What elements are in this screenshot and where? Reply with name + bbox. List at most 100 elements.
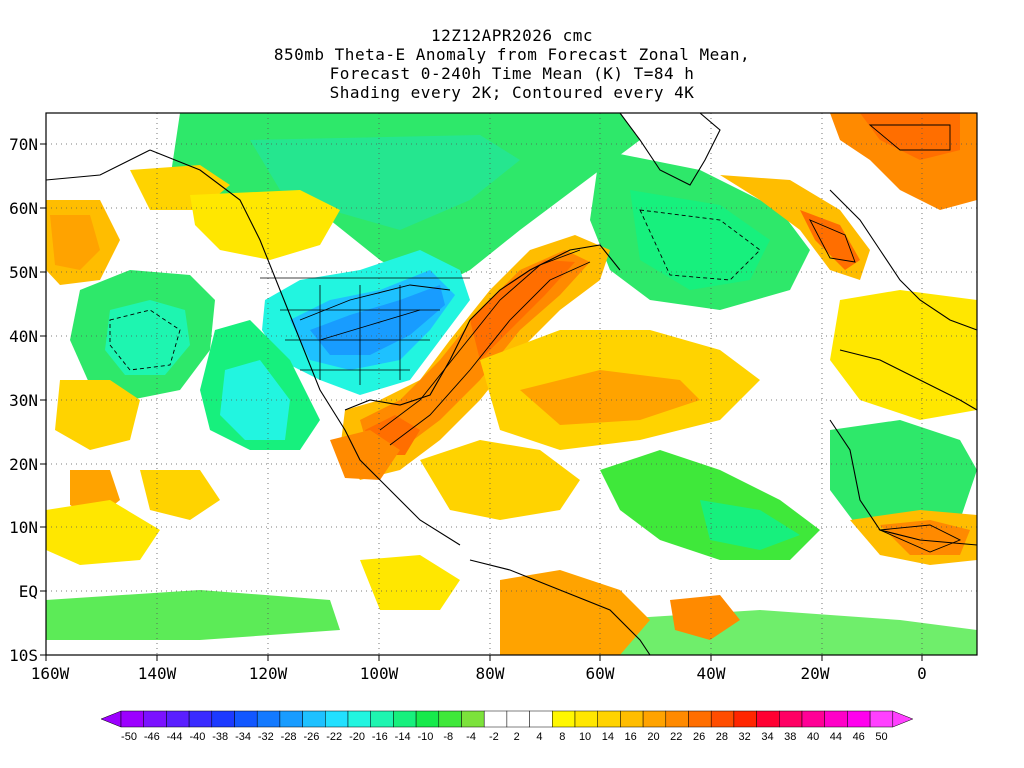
lat-label: 30N (9, 391, 38, 410)
lat-label: 40N (9, 327, 38, 346)
colorbar-swatch (574, 710, 598, 728)
longitude-labels: 160W 140W 120W 100W 80W 60W 40W 20W 0 (31, 664, 927, 683)
colorbar-swatch (620, 710, 644, 728)
lon-label: 120W (249, 664, 288, 683)
longitude-axis (45, 655, 923, 661)
state-boundaries (260, 277, 470, 385)
colorbar-label: 46 (853, 731, 865, 743)
colorbar-label: -8 (443, 731, 453, 743)
colorbar-swatch (166, 710, 190, 728)
colorbar-label: -40 (189, 731, 205, 743)
latitude-labels: 70N 60N 50N 40N 30N 20N 10N EQ 10S (9, 135, 38, 665)
contour-lines (109, 124, 962, 553)
lat-label: 60N (9, 199, 38, 218)
colorbar-swatch (756, 710, 780, 728)
colorbar-label: 16 (625, 731, 637, 743)
colorbar-swatch (824, 710, 848, 728)
colorbar-label: -16 (372, 731, 388, 743)
coastlines (45, 112, 978, 656)
map-gridlines (46, 113, 977, 655)
colorbar-label: 10 (579, 731, 591, 743)
colorbar-label: 44 (830, 731, 842, 743)
lat-label: 10S (9, 646, 38, 665)
colorbar-label: -4 (466, 731, 476, 743)
colorbar-label: -34 (235, 731, 251, 743)
colorbar-label: -22 (326, 731, 342, 743)
colorbar-label: -32 (258, 731, 274, 743)
colorbar-swatch (256, 710, 281, 728)
colorbar-swatch (506, 710, 530, 728)
map-border (45, 112, 978, 656)
colorbar-label: -20 (349, 731, 365, 743)
colorbar-swatches (100, 710, 914, 728)
lat-label: 50N (9, 263, 38, 282)
colorbar-swatch (143, 710, 167, 728)
colorbar-swatch (665, 710, 689, 728)
title-block: 12Z12APR2026 cmc 850mb Theta-E Anomaly f… (0, 26, 1024, 102)
colorbar-label: 38 (784, 731, 796, 743)
colorbar-label: -38 (212, 731, 228, 743)
colorbar-label: 50 (875, 731, 887, 743)
colorbar-label: 32 (739, 731, 751, 743)
colorbar-label: 40 (807, 731, 819, 743)
colorbar-swatch (120, 710, 144, 728)
colorbar-label: 22 (670, 731, 682, 743)
colorbar-swatch (869, 710, 894, 728)
colorbar-swatch (347, 710, 371, 728)
lon-label: 20W (801, 664, 830, 683)
colorbar-label: 2 (514, 731, 520, 743)
colorbar-swatch (733, 710, 757, 728)
colorbar-swatch (279, 710, 303, 728)
colorbar-swatch (710, 710, 735, 728)
lon-label: 140W (138, 664, 177, 683)
colorbar-swatch (552, 710, 576, 728)
colorbar-swatch (529, 710, 553, 728)
colorbar-label: 14 (602, 731, 614, 743)
colorbar-label: 26 (693, 731, 705, 743)
colorbar-left-arrow (100, 710, 122, 728)
colorbar-label: 20 (647, 731, 659, 743)
title-line-1: 12Z12APR2026 cmc (430, 26, 594, 45)
colorbar-swatch (211, 710, 235, 728)
colorbar-swatch (483, 710, 508, 728)
title-line-2: 850mb Theta-E Anomaly from Forecast Zona… (273, 45, 751, 64)
colorbar-right-arrow (892, 710, 914, 728)
colorbar-label: -2 (489, 731, 499, 743)
colorbar-label: -50 (121, 731, 137, 743)
colorbar-label: -14 (395, 731, 411, 743)
anomaly-shading (46, 113, 977, 655)
lon-label: 80W (476, 664, 505, 683)
lon-label: 100W (360, 664, 399, 683)
colorbar-label: -28 (281, 731, 297, 743)
title-line-4: Shading every 2K; Contoured every 4K (329, 83, 695, 102)
colorbar-swatch (370, 710, 394, 728)
colorbar-swatch (302, 710, 326, 728)
colorbar-label: -44 (167, 731, 183, 743)
lon-label: 160W (31, 664, 70, 683)
lat-label: 10N (9, 518, 38, 537)
colorbar-swatch (642, 710, 667, 728)
colorbar-label: 8 (559, 731, 565, 743)
latitude-axis (40, 143, 46, 656)
colorbar-label: -10 (417, 731, 433, 743)
colorbar-swatch (415, 710, 440, 728)
colorbar-swatch (847, 710, 871, 728)
colorbar-swatch (234, 710, 258, 728)
colorbar-swatch (188, 710, 213, 728)
lat-label: EQ (19, 582, 38, 601)
colorbar-swatch (325, 710, 349, 728)
colorbar-swatch (461, 710, 485, 728)
colorbar-swatch (597, 710, 621, 728)
colorbar-label: 28 (716, 731, 728, 743)
colorbar-swatch (779, 710, 803, 728)
lon-label: 40W (697, 664, 726, 683)
colorbar-label: 34 (761, 731, 773, 743)
colorbar-swatch (393, 710, 417, 728)
lon-label: 0 (917, 664, 927, 683)
colorbar-labels: -50 -46 -44 -40 -38 -34 -32 -28 -26 -22 -20 -16 -14-… (121, 731, 888, 743)
colorbar-swatch (438, 710, 462, 728)
colorbar-swatch (688, 710, 712, 728)
title-line-3: Forecast 0-240h Time Mean (K) T=84 h (329, 64, 695, 83)
